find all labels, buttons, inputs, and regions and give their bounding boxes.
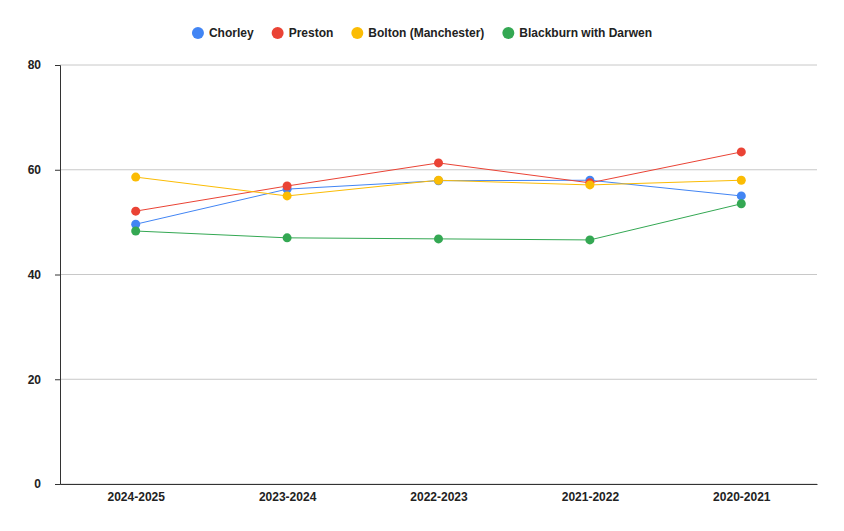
marker [585, 235, 594, 244]
x-tick: 2020-2021 [713, 484, 771, 504]
x-axis-line [61, 484, 818, 485]
grid-line [60, 379, 817, 380]
y-tick-label: 60 [28, 163, 42, 177]
legend: Chorley Preston Bolton (Manchester) Blackbu… [192, 26, 652, 40]
y-tick-mark [55, 170, 60, 171]
series-markers [131, 176, 746, 229]
marker [434, 234, 443, 243]
x-tick-label: 2021-2022 [562, 490, 620, 504]
legend-swatch [502, 27, 514, 39]
y-tick-mark [55, 65, 60, 66]
y-tick: 0 [34, 477, 60, 491]
marker [434, 176, 443, 185]
series-markers [131, 147, 746, 215]
grid [60, 65, 817, 484]
x-tick-label: 2022-2023 [410, 490, 468, 504]
x-tick-label: 2023-2024 [259, 490, 317, 504]
grid-line [60, 274, 817, 275]
legend-swatch [192, 27, 204, 39]
marker [283, 233, 292, 242]
y-tick-label: 0 [34, 477, 41, 491]
y-axis: 0 20 40 60 80 [28, 58, 61, 491]
legend-item: Preston [272, 26, 334, 40]
grid-line [60, 169, 817, 170]
x-tick: 2021-2022 [562, 484, 620, 504]
y-tick: 80 [28, 58, 60, 72]
x-tick-label: 2020-2021 [713, 490, 771, 504]
marker [131, 207, 140, 216]
marker [434, 176, 443, 185]
legend-label: Chorley [209, 26, 254, 40]
series-line [136, 152, 742, 211]
plot: 0 20 40 60 80 2024-2025 2023-2024 2022-2023 2021… [28, 58, 818, 503]
marker [737, 191, 746, 200]
legend-label: Bolton (Manchester) [368, 26, 484, 40]
legend-label: Blackburn with Darwen [519, 26, 652, 40]
marker [737, 147, 746, 156]
marker [131, 227, 140, 236]
legend-swatch [272, 27, 284, 39]
y-tick: 60 [28, 163, 60, 177]
y-tick-mark [55, 275, 60, 276]
y-tick: 40 [28, 268, 60, 282]
chart: 0 20 40 60 80 2024-2025 2023-2024 2022-2023 2021… [0, 0, 844, 531]
x-tick: 2022-2023 [410, 484, 468, 504]
marker [737, 176, 746, 185]
x-axis: 2024-2025 2023-2024 2022-2023 2021-2022 2020… [61, 484, 818, 504]
y-axis-line [55, 66, 61, 485]
y-tick: 20 [28, 373, 60, 387]
y-tick-label: 80 [28, 58, 42, 72]
legend-label: Preston [289, 26, 334, 40]
grid-line [60, 484, 817, 485]
x-tick: 2024-2025 [108, 484, 166, 504]
marker [737, 199, 746, 208]
y-tick-label: 20 [28, 373, 42, 387]
marker [283, 181, 292, 190]
x-tick: 2023-2024 [259, 484, 317, 504]
legend-item: Chorley [192, 26, 254, 40]
series-markers [131, 173, 746, 201]
y-tick-label: 40 [28, 268, 42, 282]
x-tick-label: 2024-2025 [108, 490, 166, 504]
marker [434, 158, 443, 167]
legend-item: Bolton (Manchester) [351, 26, 484, 40]
y-tick-mark [55, 484, 60, 485]
marker [585, 180, 594, 189]
series-markers [131, 199, 746, 244]
marker [283, 191, 292, 200]
series-line [136, 180, 742, 224]
grid-line [60, 65, 817, 66]
marker [131, 173, 140, 182]
legend-item: Blackburn with Darwen [502, 26, 652, 40]
legend-swatch [351, 27, 363, 39]
marks [131, 147, 746, 244]
y-tick-mark [55, 379, 60, 380]
